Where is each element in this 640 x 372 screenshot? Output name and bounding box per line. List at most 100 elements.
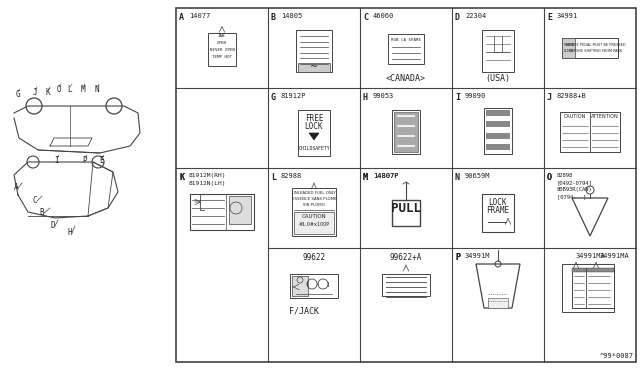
Bar: [560, 112, 620, 152]
Text: 34991M: 34991M: [465, 253, 490, 259]
Bar: [486, 127, 510, 133]
Text: 14807P: 14807P: [373, 173, 399, 179]
Text: 99622+A: 99622+A: [390, 253, 422, 262]
Bar: [388, 34, 424, 64]
Text: 34991MA: 34991MA: [600, 253, 630, 259]
Bar: [486, 133, 510, 139]
Bar: [562, 38, 575, 58]
Bar: [486, 116, 510, 121]
Text: O: O: [57, 84, 61, 93]
Text: P: P: [455, 253, 460, 262]
Text: ROB CA SPARE: ROB CA SPARE: [391, 38, 421, 42]
Text: LOCK: LOCK: [305, 122, 323, 131]
Text: 80B93R(CAN): 80B93R(CAN): [557, 187, 593, 192]
Text: H: H: [68, 228, 72, 237]
Bar: [562, 264, 614, 312]
Text: O: O: [547, 173, 552, 182]
Bar: [292, 276, 308, 296]
Bar: [290, 274, 338, 298]
Bar: [394, 112, 418, 152]
Bar: [488, 298, 508, 308]
Bar: [486, 121, 510, 127]
Text: OPEN: OPEN: [217, 41, 227, 45]
Bar: [482, 30, 514, 72]
Bar: [482, 194, 514, 232]
Text: J: J: [33, 87, 37, 96]
Text: 22304: 22304: [465, 13, 486, 19]
Text: FRAME: FRAME: [486, 205, 509, 215]
Text: M: M: [81, 84, 85, 93]
Text: CAUTION: CAUTION: [564, 114, 586, 119]
Text: P: P: [455, 253, 460, 262]
Bar: [484, 108, 512, 154]
Text: 90659M: 90659M: [465, 173, 490, 179]
Text: 81912P: 81912P: [281, 93, 307, 99]
Polygon shape: [309, 133, 319, 140]
Text: FREE: FREE: [305, 113, 323, 122]
Text: ATTENTION: ATTENTION: [591, 114, 619, 119]
Bar: [486, 139, 510, 144]
Text: 34991: 34991: [557, 13, 579, 19]
Text: N: N: [455, 173, 460, 182]
Text: A: A: [179, 13, 184, 22]
Text: K: K: [45, 87, 51, 96]
Text: 82988+B: 82988+B: [557, 93, 587, 99]
Text: CAUTION: CAUTION: [301, 214, 326, 219]
Text: K: K: [179, 173, 184, 182]
Bar: [392, 200, 420, 226]
Text: SIN PLOMO: SIN PLOMO: [303, 203, 325, 207]
Text: N: N: [95, 84, 99, 93]
Text: D: D: [51, 221, 55, 230]
Text: F/JACK: F/JACK: [289, 306, 319, 315]
Text: 81912M(RH): 81912M(RH): [189, 173, 227, 178]
Text: [0492-0794]: [0492-0794]: [557, 180, 593, 185]
Text: SHUT: SHUT: [563, 43, 575, 47]
Text: G: G: [271, 93, 276, 102]
Text: 99090: 99090: [465, 93, 486, 99]
Bar: [486, 144, 510, 150]
Text: 82898: 82898: [557, 173, 573, 178]
Text: O: O: [547, 173, 552, 182]
Bar: [176, 8, 636, 362]
Bar: [572, 268, 614, 272]
Text: 14077: 14077: [189, 13, 211, 19]
Text: 14805: 14805: [281, 13, 302, 19]
Bar: [392, 110, 420, 154]
Text: 46060: 46060: [373, 13, 394, 19]
Text: TEMP HOT: TEMP HOT: [212, 55, 232, 59]
Text: 99622: 99622: [303, 253, 326, 262]
Text: ^99*0087: ^99*0087: [600, 353, 634, 359]
Bar: [486, 110, 510, 116]
Text: BRAKE PEDAL MUST BE PRESSED: BRAKE PEDAL MUST BE PRESSED: [566, 43, 625, 47]
Text: I: I: [54, 155, 60, 164]
Text: CHILDSAFETY: CHILDSAFETY: [298, 145, 330, 151]
Bar: [292, 188, 336, 236]
Bar: [294, 212, 334, 234]
Text: <CANADA>: <CANADA>: [386, 74, 426, 83]
Text: PULL: PULL: [391, 202, 421, 215]
Bar: [296, 30, 332, 72]
Text: E: E: [547, 13, 552, 22]
Text: 82988: 82988: [281, 173, 302, 179]
Bar: [208, 33, 236, 66]
Text: 34991MA: 34991MA: [575, 253, 605, 259]
Text: L: L: [68, 84, 72, 93]
Text: D: D: [455, 13, 460, 22]
Text: 99053: 99053: [373, 93, 394, 99]
Text: G: G: [16, 90, 20, 99]
Text: C: C: [363, 13, 368, 22]
Bar: [229, 196, 251, 224]
Text: BEFORE SHIFTING FROM PARK: BEFORE SHIFTING FROM PARK: [570, 49, 623, 53]
Text: UNLEADED FUEL ONLY: UNLEADED FUEL ONLY: [292, 191, 336, 195]
Text: LOCK: LOCK: [564, 49, 575, 53]
Text: 14807P: 14807P: [373, 173, 399, 179]
Text: J: J: [547, 93, 552, 102]
Text: B: B: [40, 208, 44, 217]
Text: B: B: [271, 13, 276, 22]
Text: H: H: [363, 93, 368, 102]
Text: A: A: [13, 183, 19, 192]
Text: E: E: [100, 155, 104, 164]
Bar: [382, 274, 430, 296]
Bar: [298, 110, 330, 156]
Text: ~: ~: [310, 62, 318, 72]
